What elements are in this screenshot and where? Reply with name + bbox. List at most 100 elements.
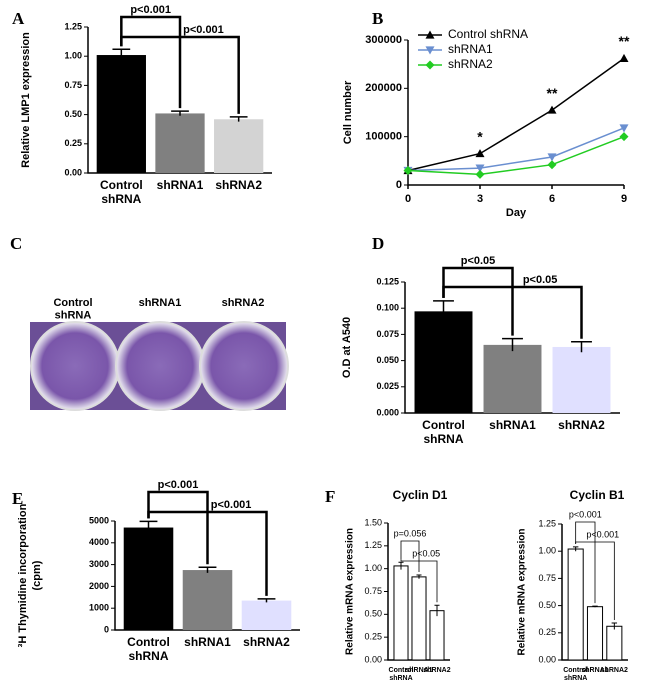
- error-bar: [112, 48, 131, 61]
- x-tick-label: shRNA1: [157, 178, 204, 192]
- error-bar: [571, 340, 592, 353]
- marker: [425, 30, 435, 39]
- panel-letter: C: [10, 234, 22, 253]
- panel-letter: D: [372, 234, 384, 253]
- y-tick-label: 0.50: [364, 609, 382, 619]
- significance-bracket: [400, 559, 438, 603]
- marker: [475, 149, 485, 158]
- x-tick-label: shRNA1: [489, 418, 536, 432]
- legend-label: shRNA2: [448, 57, 493, 71]
- y-tick-label: 0.25: [64, 138, 82, 148]
- bar: [241, 600, 292, 630]
- significance-label: p<0.001: [130, 4, 171, 16]
- x-tick-label: Control shRNA: [389, 667, 414, 682]
- error-bar: [611, 622, 618, 630]
- error-bar: [257, 598, 276, 603]
- marker: [425, 60, 435, 70]
- significance-bracket: [442, 266, 514, 336]
- series-line: [407, 127, 625, 172]
- y-tick-label: 2000: [89, 581, 109, 591]
- x-tick-label: Control shRNA: [563, 667, 588, 682]
- x-tick-label: Control shRNA: [127, 635, 170, 663]
- bar: [552, 346, 611, 413]
- error-bar: [398, 561, 404, 570]
- significance-label: p<0.001: [183, 24, 224, 36]
- x-axis-label: Day: [506, 207, 527, 219]
- significance-label: p<0.001: [586, 529, 619, 539]
- y-tick-label: 1.50: [364, 517, 382, 527]
- x-tick-label: shRNA2: [243, 635, 290, 649]
- y-tick-label: 1.25: [364, 540, 382, 550]
- error-bar: [572, 546, 579, 552]
- significance-label: p<0.05: [461, 255, 496, 267]
- significance-bracket: [147, 510, 268, 596]
- marker: [547, 105, 557, 114]
- y-tick-label: 0.00: [64, 167, 82, 177]
- y-axis-label: Cell number: [342, 80, 354, 144]
- well: [115, 321, 205, 411]
- significance-bracket: [575, 521, 596, 604]
- marker: [547, 153, 557, 162]
- x-tick-label: Control shRNA: [422, 418, 465, 446]
- plate-photo: [30, 321, 289, 411]
- significance-label: p<0.001: [211, 499, 252, 511]
- error-bar: [198, 566, 217, 573]
- marker: [403, 166, 413, 175]
- error-bar: [502, 337, 523, 352]
- significance-bracket: [120, 35, 240, 114]
- y-tick-label: 4000: [89, 537, 109, 547]
- panel-letter: E: [12, 489, 23, 508]
- y-axis-label: Relative mRNA expression: [345, 528, 356, 655]
- y-axis-label: Relative mRNA expression: [517, 529, 528, 656]
- bar: [483, 344, 542, 413]
- bar: [123, 527, 174, 630]
- y-tick-label: 200000: [365, 82, 402, 94]
- y-axis-label: (cpm): [31, 560, 43, 590]
- panel-letter: F: [325, 487, 335, 506]
- significance-bracket: [400, 540, 420, 573]
- annotation: **: [547, 85, 558, 101]
- y-tick-label: 1.25: [538, 518, 556, 528]
- y-axis-label: Relative LMP1 expression: [20, 32, 32, 168]
- bar: [414, 311, 473, 413]
- marker: [425, 46, 435, 55]
- bar: [96, 55, 146, 174]
- bar: [214, 119, 264, 173]
- marker: [475, 164, 485, 173]
- y-tick-label: 0.75: [64, 80, 82, 90]
- panel-letter: B: [372, 9, 383, 28]
- y-tick-label: 0.050: [376, 355, 399, 365]
- annotation: **: [619, 33, 630, 49]
- chart-title: Cyclin D1: [393, 488, 448, 502]
- panel-letter: A: [12, 9, 25, 28]
- x-tick-label: shRNA2: [601, 667, 628, 674]
- x-tick-label: shRNA1: [581, 667, 608, 674]
- y-tick-label: 0.00: [538, 654, 556, 664]
- well: [199, 321, 289, 411]
- y-tick-label: 100000: [365, 131, 402, 143]
- y-tick-label: 0.125: [376, 276, 399, 286]
- marker: [619, 53, 629, 62]
- y-tick-label: 0.100: [376, 303, 399, 313]
- photo-label: shRNA2: [222, 297, 265, 309]
- well: [30, 321, 120, 411]
- bar: [429, 610, 445, 661]
- y-tick-label: 300000: [365, 34, 402, 46]
- error-bar: [139, 520, 158, 534]
- y-tick-label: 1.25: [64, 21, 82, 31]
- y-tick-label: 0.075: [376, 329, 399, 339]
- marker: [619, 124, 629, 133]
- significance-bracket: [120, 15, 182, 109]
- legend-label: Control shRNA: [448, 27, 528, 41]
- y-tick-label: 1000: [89, 603, 109, 613]
- y-tick-label: 0.75: [364, 586, 382, 596]
- significance-label: p<0.05: [412, 548, 440, 558]
- x-tick-label: 3: [477, 193, 483, 205]
- x-tick-label: 9: [621, 193, 627, 205]
- significance-bracket: [442, 285, 583, 339]
- error-bar: [433, 300, 454, 322]
- marker: [619, 132, 629, 142]
- series-line: [407, 57, 625, 172]
- significance-bracket: [147, 490, 209, 565]
